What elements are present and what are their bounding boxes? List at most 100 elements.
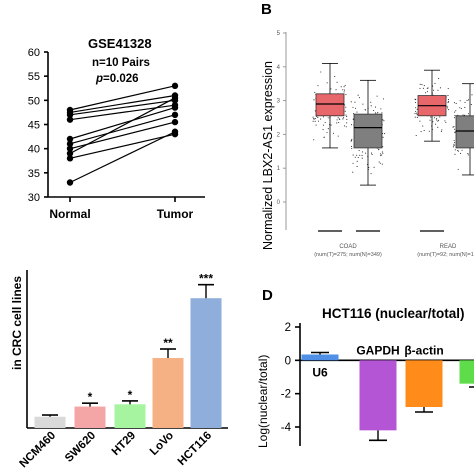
significance-marker: * [88, 390, 93, 404]
tumor-point [171, 94, 179, 102]
sample-point [454, 153, 456, 155]
sample-point [454, 149, 456, 151]
sample-point [460, 108, 462, 110]
sample-point [422, 125, 424, 127]
sample-point [381, 151, 383, 153]
sample-point [320, 71, 322, 73]
sample-point [354, 156, 356, 158]
panel-d-y-ticks: 2 0 -2 -4 [281, 322, 300, 434]
sample-point [336, 119, 338, 121]
panel-c: in CRC cell lines NCM460 * SW620 * HT29 ** LoV… [10, 270, 228, 470]
panel-a-xtick-label: Tumor [157, 207, 194, 221]
sample-point [454, 111, 456, 113]
sample-point [373, 166, 375, 168]
panel-a-ytick-label: 55 [28, 71, 40, 83]
sample-point [454, 128, 456, 130]
sample-point [345, 126, 347, 128]
sample-point [313, 139, 315, 141]
sample-point [466, 99, 468, 102]
sample-point [324, 121, 326, 124]
sample-point [314, 118, 316, 120]
panel-b-boxes [312, 63, 474, 186]
sample-point [323, 136, 325, 138]
normal-point [66, 150, 74, 157]
sample-point [437, 89, 439, 91]
sample-point [453, 140, 455, 142]
sample-point [313, 99, 315, 101]
sample-point [439, 87, 441, 89]
sample-point [336, 122, 338, 124]
sample-point [437, 120, 439, 122]
bar-ncm460 [34, 416, 66, 428]
sample-point [378, 149, 380, 151]
sample-point [453, 102, 455, 104]
sample-point [354, 107, 357, 109]
sample-point [340, 86, 342, 88]
sample-point [426, 87, 428, 89]
sample-point [426, 91, 428, 93]
sample-point [330, 88, 332, 90]
sample-point [370, 173, 372, 175]
sample-point [379, 153, 382, 155]
pair-line [69, 94, 176, 114]
panel-a-ytick-label: 35 [28, 168, 40, 180]
sample-point [447, 88, 449, 90]
sample-point [454, 115, 456, 117]
sample-point [376, 95, 378, 97]
sample-point [356, 154, 358, 156]
panel-b-group-labels: COAD (num(T)=275; num(N)=349) READ (num(T)=… [314, 230, 474, 258]
panel-d-letter: D [262, 287, 273, 304]
sample-point [467, 113, 470, 115]
panel-a-ytick-label: 60 [28, 47, 40, 59]
panel-d-ylabel: Log(nuclear/total) [256, 355, 270, 448]
sample-point [380, 108, 382, 110]
sample-point [419, 120, 421, 122]
sample-point [379, 162, 381, 164]
sample-point [368, 166, 370, 169]
sample-point [452, 146, 454, 148]
sample-point [334, 75, 336, 78]
sample-point [343, 125, 346, 127]
panel-d-ytick-label: -2 [281, 389, 291, 401]
sample-point [358, 149, 360, 152]
sample-point [337, 135, 339, 137]
panel-c-ylabel: in CRC cell lines [10, 276, 24, 370]
sample-point [352, 171, 354, 173]
sample-point [314, 91, 316, 94]
bar-hct116 [190, 298, 222, 428]
pair-line [69, 97, 176, 155]
normal-point [66, 145, 74, 152]
tumor-point [171, 104, 179, 111]
sample-point [455, 102, 457, 105]
panel-b-ylabel: Normalized LBX2-AS1 expression [261, 61, 275, 250]
box [455, 115, 474, 149]
bar-0 [301, 354, 339, 361]
sample-point [345, 93, 347, 96]
sample-point [357, 94, 359, 96]
sample-point [438, 77, 440, 80]
tumor-point [171, 118, 179, 126]
sample-point [459, 107, 461, 109]
sample-point [440, 130, 442, 132]
sample-point [330, 124, 332, 126]
significance-marker: * [128, 388, 133, 402]
panel-b-ytick-label: 2 [277, 132, 281, 138]
sample-point [462, 114, 464, 116]
sample-point [453, 145, 455, 147]
bar-sw620 [74, 406, 106, 428]
sample-point [414, 116, 416, 118]
sample-point [454, 132, 456, 134]
sample-point [457, 150, 460, 152]
sample-point [384, 133, 386, 135]
pair-line [69, 131, 176, 184]
sample-point [350, 139, 353, 142]
sample-point [377, 111, 379, 114]
sample-point [371, 153, 373, 156]
sample-point [420, 130, 422, 133]
sample-point [322, 124, 324, 126]
pvalue-prefix: p [95, 73, 103, 85]
tumor-point [171, 128, 179, 135]
panel-d-ytick-label: -4 [281, 422, 292, 434]
group-name: COAD [339, 244, 357, 250]
